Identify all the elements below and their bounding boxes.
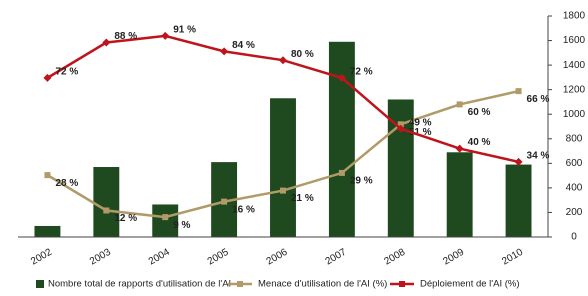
y2-tick-label: 1800 [563,11,586,22]
point [337,73,346,82]
point [338,169,345,176]
x-tick-label: 2007 [324,247,349,268]
y2-tick-label: 200 [566,207,583,218]
legend-swatch [36,280,44,288]
data-label: 60 % [468,107,491,118]
point [455,144,464,153]
legend-label: Déploiement de l'AI (%) [420,279,520,290]
data-label: 72 % [350,67,373,78]
y2-tick-label: 600 [566,158,583,169]
point [397,121,404,128]
x-tick-label: 2002 [29,247,54,268]
point [456,101,463,108]
bar [152,204,179,237]
legend-marker [399,281,405,287]
data-label: 12 % [114,213,137,224]
data-label: 16 % [232,204,255,215]
bar [446,152,473,237]
bar [270,98,296,237]
point [515,88,522,95]
legend: Nombre total de rapports d'utilisation d… [36,279,520,290]
data-label: 40 % [468,137,491,148]
point [221,198,228,205]
y2-tick-label: 400 [566,183,583,194]
point [162,214,169,221]
bar [34,225,61,237]
data-label: 51 % [409,127,432,138]
y2-tick-label: 1200 [563,84,586,95]
x-tick-label: 2004 [147,247,172,268]
data-label: 72 % [55,67,78,78]
x-tick-label: 2003 [88,247,113,268]
x-tick-label: 2010 [500,247,525,268]
data-label: 29 % [350,176,373,187]
y2-tick-label: 1600 [563,35,586,46]
point [102,38,111,47]
data-label: 21 % [291,193,314,204]
x-tick-label: 2005 [206,247,231,268]
y2-tick-label: 1400 [563,60,586,71]
point [396,124,405,133]
point [279,56,287,65]
data-label: 88 % [114,31,137,42]
y2-tick-label: 0 [571,232,577,243]
bar [93,167,120,237]
x-tick-label: 2006 [265,247,290,268]
point [44,172,51,179]
point [43,73,52,82]
data-label: 49 % [409,117,432,128]
legend-label: Menace d'utilisation de l'AI (%) [258,279,387,290]
data-label: 84 % [232,40,255,51]
x-tick-label: 2008 [382,247,407,268]
legend-label: Nombre total de rapports d'utilisation d… [48,279,231,290]
legend-marker [237,281,243,287]
point [103,207,110,214]
data-label: 9 % [173,220,190,231]
x-tick-label: 2009 [441,247,466,268]
point [161,31,170,40]
point [280,187,286,194]
point [514,157,523,166]
point [220,47,229,56]
y2-tick-label: 1000 [563,109,586,120]
data-label: 91 % [173,25,196,36]
data-label: 66 % [527,94,550,105]
bar [505,164,532,237]
data-label: 80 % [291,49,314,60]
data-label: 28 % [55,178,78,189]
y2-tick-label: 800 [566,133,583,144]
data-label: 34 % [527,151,550,162]
